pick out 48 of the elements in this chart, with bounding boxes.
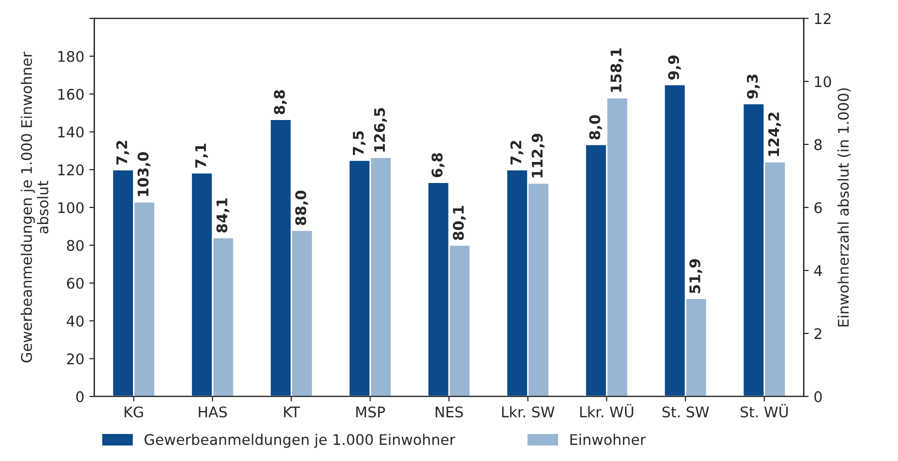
data-label: 51,9 bbox=[689, 259, 702, 294]
y2-tick-label: 4 bbox=[814, 265, 822, 276]
x-tick-label: Lkr. WÜ bbox=[580, 404, 634, 418]
data-label: 7,1 bbox=[195, 144, 208, 168]
x-tick-label: St. WÜ bbox=[740, 404, 788, 418]
y2-tick-label: 6 bbox=[814, 202, 822, 214]
x-tick-label: KT bbox=[284, 406, 300, 418]
y-tick-label: 80 bbox=[67, 240, 84, 251]
y-tick-label: 0 bbox=[76, 391, 84, 402]
data-label: 84,1 bbox=[216, 198, 230, 232]
x-tick-label: MSP bbox=[356, 406, 385, 418]
y-tick-label: 180 bbox=[58, 50, 84, 62]
y-tick-label: 120 bbox=[58, 164, 84, 176]
x-tick-label: NES bbox=[436, 406, 463, 418]
data-label: 6,8 bbox=[432, 153, 444, 178]
y2-tick-label: 0 bbox=[814, 391, 822, 402]
data-label: 7,2 bbox=[116, 140, 130, 165]
y2-tick-label: 8 bbox=[814, 139, 822, 150]
y-tick-label: 160 bbox=[58, 88, 84, 100]
y2-axis-title: Einwohnerzahl absolut (in 1.000) bbox=[838, 88, 851, 326]
x-tick-label: HAS bbox=[198, 406, 227, 418]
y-tick-label: 20 bbox=[67, 353, 84, 364]
x-tick-label: St. SW bbox=[662, 406, 709, 418]
legend-label: Gewerbeanmeldungen je 1.000 Einwohner bbox=[144, 434, 456, 448]
y-tick-label: 60 bbox=[67, 278, 84, 289]
data-label: 80,1 bbox=[452, 206, 466, 240]
y-tick-label: 40 bbox=[66, 316, 84, 327]
data-label: 8,0 bbox=[589, 115, 602, 140]
data-label: 158,1 bbox=[610, 48, 624, 92]
y-tick-label: 140 bbox=[58, 126, 84, 138]
legend-label: Einwohner bbox=[570, 434, 646, 446]
y2-tick-label: 10 bbox=[815, 76, 832, 88]
data-label: 9,9 bbox=[668, 56, 681, 80]
x-tick-label: Lkr. SW bbox=[502, 406, 554, 418]
data-label: 8,8 bbox=[274, 90, 287, 114]
data-label: 7,2 bbox=[510, 140, 524, 165]
y-tick-label: 100 bbox=[58, 202, 84, 214]
data-label: 7,5 bbox=[352, 131, 366, 156]
data-label: 124,2 bbox=[768, 112, 782, 156]
x-tick-label: KG bbox=[124, 406, 143, 418]
data-label: 112,9 bbox=[532, 134, 545, 178]
data-label: 9,3 bbox=[746, 74, 760, 99]
data-label: 103,0 bbox=[138, 152, 150, 196]
data-label: 126,5 bbox=[374, 108, 387, 152]
data-label: 88,0 bbox=[295, 190, 308, 226]
y2-tick-label: 2 bbox=[814, 328, 822, 339]
y2-tick-label: 12 bbox=[815, 13, 831, 24]
y-axis-title: Gewerbeanmeldungen je 1.000 Einwohner absolut bbox=[20, 52, 48, 362]
